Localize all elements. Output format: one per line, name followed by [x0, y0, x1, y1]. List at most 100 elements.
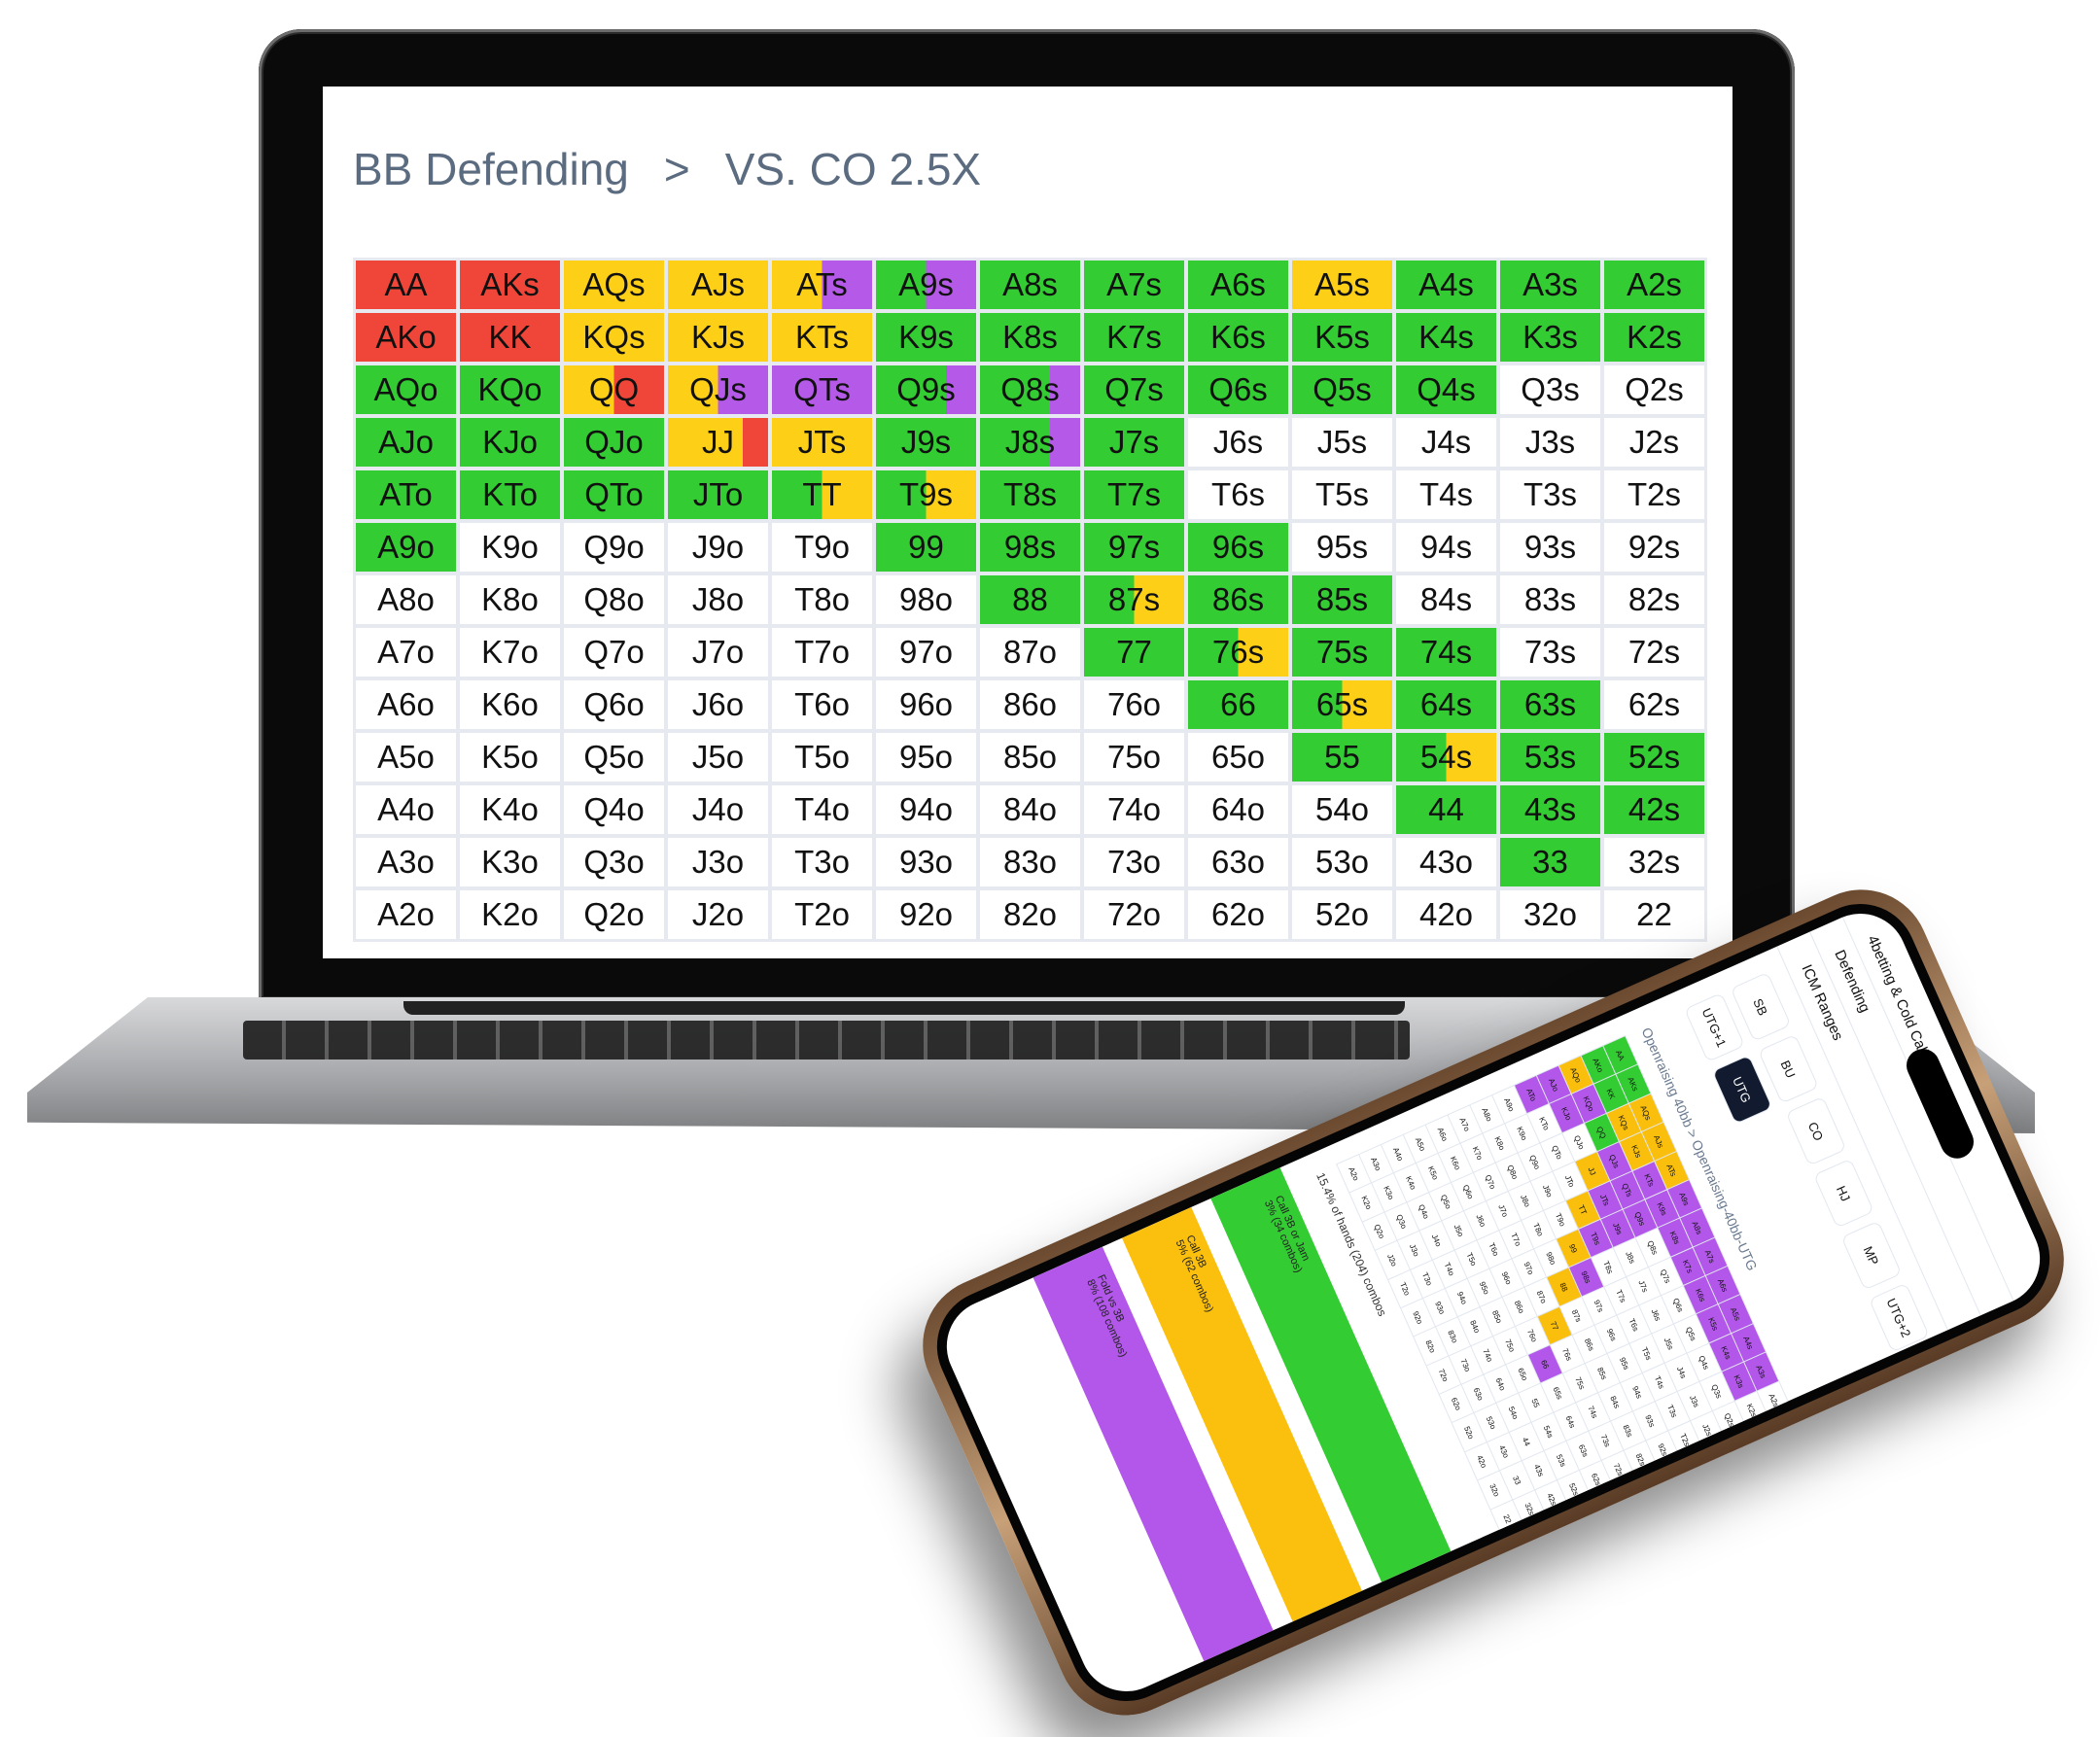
hand-cell-Q7s[interactable]: Q7s: [1084, 365, 1184, 414]
hand-cell-Q4s[interactable]: Q4s: [1396, 365, 1496, 414]
hand-cell-A3o[interactable]: A3o: [356, 838, 456, 886]
hand-cell-J2s[interactable]: J2s: [1604, 418, 1704, 467]
hand-cell-J8o[interactable]: J8o: [668, 575, 768, 624]
hand-cell-92o[interactable]: 92o: [876, 890, 976, 939]
hand-cell-A6o[interactable]: A6o: [356, 680, 456, 729]
hand-cell-KK[interactable]: KK: [460, 313, 560, 362]
hand-cell-K4o[interactable]: K4o: [460, 785, 560, 834]
hand-cell-83o[interactable]: 83o: [980, 838, 1080, 886]
hand-cell-73s[interactable]: 73s: [1500, 628, 1600, 677]
hand-cell-T8s[interactable]: T8s: [980, 470, 1080, 519]
hand-cell-T7s[interactable]: T7s: [1084, 470, 1184, 519]
hand-cell-63s[interactable]: 63s: [1500, 680, 1600, 729]
hand-cell-AKs[interactable]: AKs: [460, 261, 560, 309]
hand-cell-J5s[interactable]: J5s: [1292, 418, 1392, 467]
hand-cell-AA[interactable]: AA: [356, 261, 456, 309]
hand-cell-Q3s[interactable]: Q3s: [1500, 365, 1600, 414]
hand-cell-Q8s[interactable]: Q8s: [980, 365, 1080, 414]
hand-cell-ATs[interactable]: ATs: [772, 261, 872, 309]
hand-cell-62o[interactable]: 62o: [1188, 890, 1288, 939]
hand-cell-K9o[interactable]: K9o: [460, 523, 560, 572]
hand-cell-T4o[interactable]: T4o: [772, 785, 872, 834]
hand-cell-J7o[interactable]: J7o: [668, 628, 768, 677]
hand-cell-K8s[interactable]: K8s: [980, 313, 1080, 362]
hand-cell-KJs[interactable]: KJs: [668, 313, 768, 362]
hand-cell-J9s[interactable]: J9s: [876, 418, 976, 467]
hand-cell-T6o[interactable]: T6o: [772, 680, 872, 729]
hand-cell-K8o[interactable]: K8o: [460, 575, 560, 624]
hand-cell-A4o[interactable]: A4o: [356, 785, 456, 834]
hand-cell-KTs[interactable]: KTs: [772, 313, 872, 362]
hand-cell-A3s[interactable]: A3s: [1500, 261, 1600, 309]
hand-cell-82s[interactable]: 82s: [1604, 575, 1704, 624]
position-button-co[interactable]: CO: [1785, 1095, 1847, 1166]
hand-cell-K3o[interactable]: K3o: [460, 838, 560, 886]
hand-cell-K5s[interactable]: K5s: [1292, 313, 1392, 362]
hand-cell-66[interactable]: 66: [1188, 680, 1288, 729]
hand-cell-65s[interactable]: 65s: [1292, 680, 1392, 729]
hand-cell-82o[interactable]: 82o: [980, 890, 1080, 939]
hand-cell-QJo[interactable]: QJo: [564, 418, 664, 467]
hand-cell-43o[interactable]: 43o: [1396, 838, 1496, 886]
hand-cell-J8s[interactable]: J8s: [980, 418, 1080, 467]
hand-cell-88[interactable]: 88: [980, 575, 1080, 624]
hand-cell-Q4o[interactable]: Q4o: [564, 785, 664, 834]
hand-cell-52o[interactable]: 52o: [1292, 890, 1392, 939]
hand-cell-55[interactable]: 55: [1292, 733, 1392, 782]
hand-cell-87s[interactable]: 87s: [1084, 575, 1184, 624]
hand-cell-J9o[interactable]: J9o: [668, 523, 768, 572]
hand-cell-J4s[interactable]: J4s: [1396, 418, 1496, 467]
hand-cell-95o[interactable]: 95o: [876, 733, 976, 782]
hand-cell-84o[interactable]: 84o: [980, 785, 1080, 834]
hand-cell-42s[interactable]: 42s: [1604, 785, 1704, 834]
hand-cell-44[interactable]: 44: [1396, 785, 1496, 834]
hand-cell-A4s[interactable]: A4s: [1396, 261, 1496, 309]
hand-cell-53o[interactable]: 53o: [1292, 838, 1392, 886]
hand-cell-53s[interactable]: 53s: [1500, 733, 1600, 782]
hand-cell-Q2o[interactable]: Q2o: [564, 890, 664, 939]
hand-cell-KQo[interactable]: KQo: [460, 365, 560, 414]
hand-cell-K2s[interactable]: K2s: [1604, 313, 1704, 362]
hand-cell-73o[interactable]: 73o: [1084, 838, 1184, 886]
position-button-mp[interactable]: MP: [1840, 1220, 1903, 1291]
hand-cell-A7o[interactable]: A7o: [356, 628, 456, 677]
hand-cell-K7s[interactable]: K7s: [1084, 313, 1184, 362]
hand-cell-86o[interactable]: 86o: [980, 680, 1080, 729]
hand-cell-87o[interactable]: 87o: [980, 628, 1080, 677]
hand-cell-Q5o[interactable]: Q5o: [564, 733, 664, 782]
hand-cell-Q2s[interactable]: Q2s: [1604, 365, 1704, 414]
hand-cell-ATo[interactable]: ATo: [356, 470, 456, 519]
hand-cell-33[interactable]: 33: [1500, 838, 1600, 886]
hand-cell-AQo[interactable]: AQo: [356, 365, 456, 414]
hand-cell-J3s[interactable]: J3s: [1500, 418, 1600, 467]
hand-cell-J6o[interactable]: J6o: [668, 680, 768, 729]
hand-cell-83s[interactable]: 83s: [1500, 575, 1600, 624]
position-button-utg-plus-2[interactable]: UTG+2: [1869, 1282, 1930, 1353]
hand-cell-A5s[interactable]: A5s: [1292, 261, 1392, 309]
hand-cell-J2o[interactable]: J2o: [668, 890, 768, 939]
hand-cell-Q5s[interactable]: Q5s: [1292, 365, 1392, 414]
hand-cell-54s[interactable]: 54s: [1396, 733, 1496, 782]
hand-cell-J4o[interactable]: J4o: [668, 785, 768, 834]
hand-cell-T9s[interactable]: T9s: [876, 470, 976, 519]
hand-cell-42o[interactable]: 42o: [1396, 890, 1496, 939]
hand-cell-98o[interactable]: 98o: [876, 575, 976, 624]
hand-cell-86s[interactable]: 86s: [1188, 575, 1288, 624]
hand-cell-72s[interactable]: 72s: [1604, 628, 1704, 677]
hand-cell-75s[interactable]: 75s: [1292, 628, 1392, 677]
hand-cell-95s[interactable]: 95s: [1292, 523, 1392, 572]
hand-cell-94s[interactable]: 94s: [1396, 523, 1496, 572]
hand-cell-Q8o[interactable]: Q8o: [564, 575, 664, 624]
hand-cell-T2o[interactable]: T2o: [772, 890, 872, 939]
hand-cell-97o[interactable]: 97o: [876, 628, 976, 677]
hand-cell-T6s[interactable]: T6s: [1188, 470, 1288, 519]
hand-cell-98s[interactable]: 98s: [980, 523, 1080, 572]
hand-cell-A9o[interactable]: A9o: [356, 523, 456, 572]
hand-cell-K5o[interactable]: K5o: [460, 733, 560, 782]
hand-cell-Q3o[interactable]: Q3o: [564, 838, 664, 886]
hand-cell-AJs[interactable]: AJs: [668, 261, 768, 309]
hand-cell-96s[interactable]: 96s: [1188, 523, 1288, 572]
hand-cell-92s[interactable]: 92s: [1604, 523, 1704, 572]
hand-cell-J5o[interactable]: J5o: [668, 733, 768, 782]
hand-cell-43s[interactable]: 43s: [1500, 785, 1600, 834]
